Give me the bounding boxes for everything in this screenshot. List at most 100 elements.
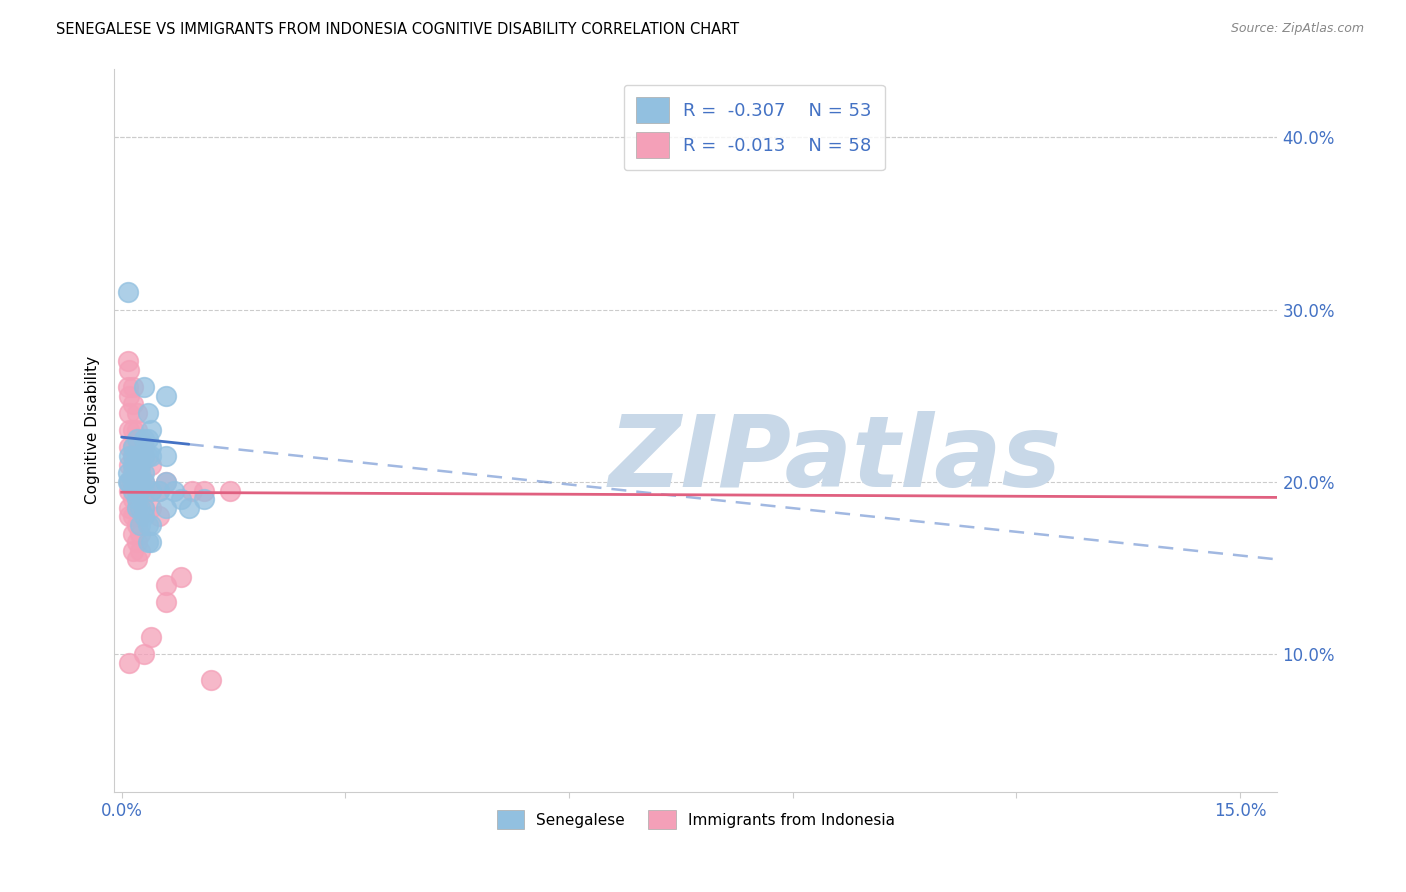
Point — [129, 500, 152, 515]
Point — [125, 518, 148, 533]
Point — [118, 458, 141, 472]
Point — [132, 500, 155, 515]
Point — [121, 423, 143, 437]
Point — [141, 483, 163, 498]
Point — [121, 475, 143, 489]
Point — [136, 535, 159, 549]
Point — [129, 432, 152, 446]
Point — [170, 492, 193, 507]
Point — [148, 483, 170, 498]
Point — [141, 630, 163, 644]
Point — [132, 432, 155, 446]
Point — [132, 380, 155, 394]
Point — [200, 673, 222, 687]
Point — [148, 509, 170, 524]
Point — [118, 475, 141, 489]
Point — [121, 483, 143, 498]
Point — [125, 449, 148, 463]
Point — [148, 483, 170, 498]
Text: Source: ZipAtlas.com: Source: ZipAtlas.com — [1230, 22, 1364, 36]
Point — [177, 500, 200, 515]
Point — [155, 578, 177, 592]
Point — [132, 449, 155, 463]
Point — [121, 449, 143, 463]
Point — [129, 509, 152, 524]
Point — [129, 449, 152, 463]
Point — [121, 441, 143, 455]
Point — [132, 441, 155, 455]
Point — [129, 483, 152, 498]
Point — [129, 475, 152, 489]
Point — [121, 544, 143, 558]
Point — [125, 535, 148, 549]
Point — [129, 483, 152, 498]
Y-axis label: Cognitive Disability: Cognitive Disability — [86, 356, 100, 504]
Point — [218, 483, 240, 498]
Point — [170, 569, 193, 583]
Point — [117, 467, 139, 481]
Point — [125, 458, 148, 472]
Point — [136, 406, 159, 420]
Point — [118, 406, 141, 420]
Point — [193, 492, 215, 507]
Point — [125, 500, 148, 515]
Point — [125, 492, 148, 507]
Point — [181, 483, 204, 498]
Point — [132, 647, 155, 661]
Point — [121, 475, 143, 489]
Point — [121, 449, 143, 463]
Point — [132, 500, 155, 515]
Point — [132, 475, 155, 489]
Point — [118, 441, 141, 455]
Point — [117, 380, 139, 394]
Point — [129, 526, 152, 541]
Point — [129, 518, 152, 533]
Point — [136, 518, 159, 533]
Point — [118, 656, 141, 670]
Point — [118, 363, 141, 377]
Point — [155, 449, 177, 463]
Point — [125, 423, 148, 437]
Point — [118, 509, 141, 524]
Point — [129, 467, 152, 481]
Point — [129, 449, 152, 463]
Point — [125, 483, 148, 498]
Point — [141, 500, 163, 515]
Point — [121, 397, 143, 411]
Text: SENEGALESE VS IMMIGRANTS FROM INDONESIA COGNITIVE DISABILITY CORRELATION CHART: SENEGALESE VS IMMIGRANTS FROM INDONESIA … — [56, 22, 740, 37]
Point — [132, 449, 155, 463]
Point — [118, 475, 141, 489]
Point — [141, 449, 163, 463]
Text: ZIPatlas: ZIPatlas — [609, 410, 1062, 508]
Point — [132, 467, 155, 481]
Point — [141, 441, 163, 455]
Point — [125, 475, 148, 489]
Point — [125, 483, 148, 498]
Point — [125, 432, 148, 446]
Point — [118, 389, 141, 403]
Point — [125, 449, 148, 463]
Point — [121, 492, 143, 507]
Point — [121, 467, 143, 481]
Point — [125, 432, 148, 446]
Point — [132, 509, 155, 524]
Point — [125, 552, 148, 566]
Point — [141, 518, 163, 533]
Point — [118, 423, 141, 437]
Point — [141, 535, 163, 549]
Point — [117, 475, 139, 489]
Point — [129, 544, 152, 558]
Point — [121, 458, 143, 472]
Point — [141, 483, 163, 498]
Point — [121, 380, 143, 394]
Point — [155, 389, 177, 403]
Point — [125, 406, 148, 420]
Point — [136, 449, 159, 463]
Point — [125, 500, 148, 515]
Point — [129, 475, 152, 489]
Point — [118, 500, 141, 515]
Point — [125, 475, 148, 489]
Point — [118, 483, 141, 498]
Point — [155, 595, 177, 609]
Point — [132, 483, 155, 498]
